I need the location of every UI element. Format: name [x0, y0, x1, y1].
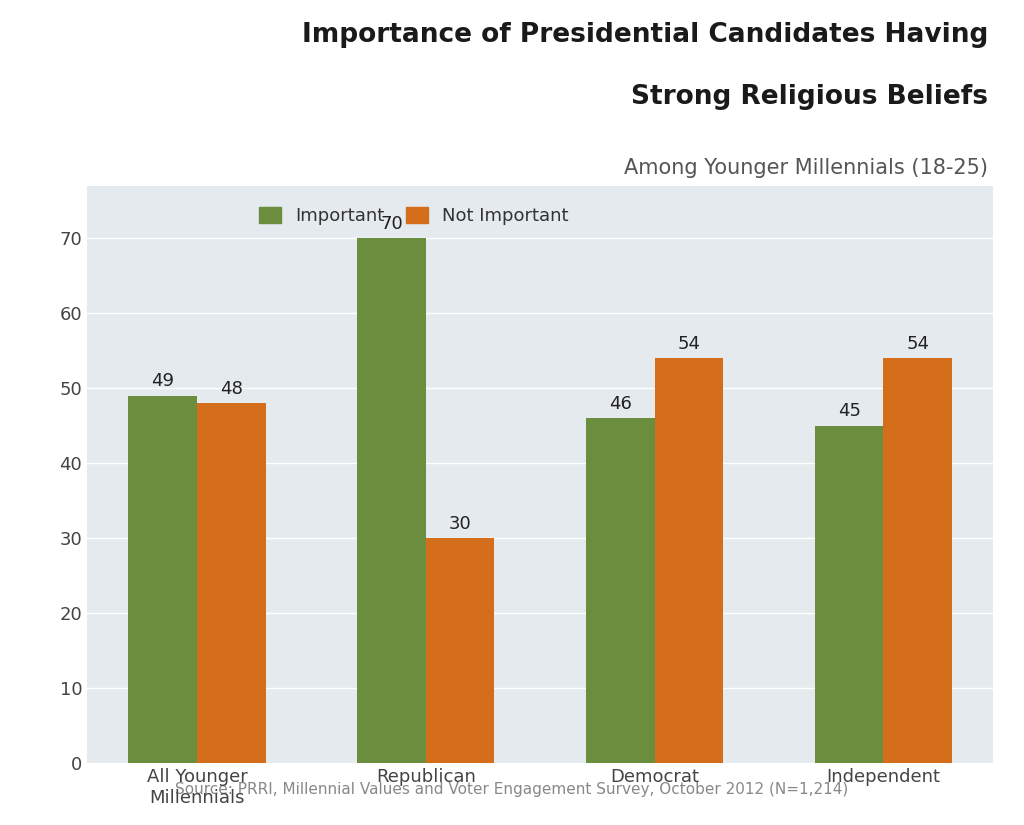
- Text: Source: PRRI, Millennial Values and Voter Engagement Survey, October 2012 (N=1,2: Source: PRRI, Millennial Values and Vote…: [175, 781, 849, 797]
- Text: Strong Religious Beliefs: Strong Religious Beliefs: [631, 83, 988, 110]
- Bar: [128, 396, 197, 763]
- Text: 48: 48: [220, 380, 243, 398]
- Text: Importance of Presidential Candidates Having: Importance of Presidential Candidates Ha…: [302, 22, 988, 49]
- Text: 49: 49: [152, 372, 174, 390]
- Text: 30: 30: [449, 515, 471, 533]
- Text: 70: 70: [380, 214, 402, 233]
- Text: 54: 54: [906, 335, 929, 353]
- Bar: [197, 403, 265, 763]
- Text: 45: 45: [838, 403, 860, 421]
- Legend: Important, Not Important: Important, Not Important: [250, 197, 578, 233]
- Text: 46: 46: [609, 395, 632, 412]
- Bar: [884, 358, 952, 763]
- Bar: [426, 538, 495, 763]
- Bar: [357, 238, 426, 763]
- Text: 54: 54: [678, 335, 700, 353]
- Bar: [654, 358, 723, 763]
- Text: Among Younger Millennials (18-25): Among Younger Millennials (18-25): [625, 158, 988, 177]
- Bar: [586, 418, 654, 763]
- Bar: [815, 426, 884, 763]
